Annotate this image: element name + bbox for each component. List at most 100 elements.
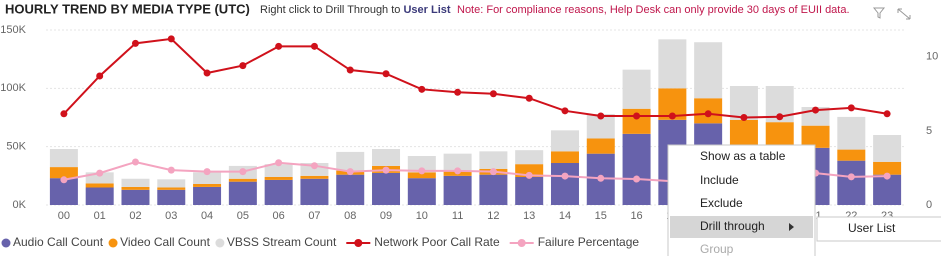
y2-tick-label: 10 (926, 51, 938, 63)
menu-item-disabled: Group (700, 242, 734, 256)
bar-segment (801, 125, 830, 148)
line-point (883, 172, 891, 180)
legend-marker (354, 239, 363, 247)
line-point (597, 174, 605, 182)
legend: Audio Call Count Video Call Count VBSS Str… (1, 235, 639, 249)
line-point (489, 168, 497, 176)
legend-marker (517, 239, 526, 247)
line-point (131, 158, 139, 166)
bar-segment (157, 189, 186, 205)
bar-segment (336, 151, 365, 171)
menu-item[interactable]: Drill through (700, 219, 765, 233)
x-tick-label: 15 (595, 210, 607, 222)
x-tick-label: 07 (308, 210, 320, 222)
y-tick-label: 50K (6, 141, 26, 153)
bar-segment (622, 108, 651, 134)
line-point (131, 39, 139, 47)
line-point (454, 88, 462, 96)
line-point (382, 70, 390, 78)
line-point (275, 159, 283, 167)
filter-icon[interactable] (872, 7, 886, 19)
bar-segment (85, 187, 114, 205)
bar-segment (443, 175, 472, 205)
y-tick-label: 100K (0, 82, 26, 94)
bar-segment (49, 167, 78, 179)
line-point (525, 94, 533, 102)
chart-title: HOURLY TREND BY MEDIA TYPE (UTC) (5, 1, 250, 16)
legend-marker (215, 238, 225, 248)
line-point (310, 162, 318, 170)
line-point (883, 110, 891, 118)
bar-segment (622, 133, 651, 205)
bar-segment (550, 163, 579, 205)
bar-segment (300, 178, 329, 205)
compliance-note: Note: For compliance reasons, Help Desk … (457, 4, 850, 16)
x-tick-label: 04 (201, 210, 213, 222)
line-point (310, 42, 318, 50)
focus-icon[interactable] (897, 8, 911, 20)
x-tick-label: 12 (487, 210, 499, 222)
x-tick-label: 05 (237, 210, 249, 222)
legend-label: VBSS Stream Count (227, 235, 337, 249)
menu-item[interactable]: Include (700, 173, 739, 187)
line-point (382, 166, 390, 174)
bar-segment (372, 172, 401, 205)
line-point (597, 112, 605, 120)
bar-segment (157, 187, 186, 190)
x-tick-label: 03 (165, 210, 177, 222)
bar-segment (336, 174, 365, 205)
hint: Right click to Drill Through to User Lis… (260, 4, 451, 16)
line-point (418, 85, 426, 93)
line-point (561, 107, 569, 115)
bar-segment (873, 174, 902, 205)
menu-item[interactable]: Show as a table (700, 149, 786, 163)
bar-segment (121, 189, 150, 205)
bar-segment (550, 130, 579, 152)
bar-segment (121, 178, 150, 187)
line (63, 37, 888, 119)
line-point (847, 104, 855, 112)
context-menu: Show as a table Include Exclude Drill th… (667, 144, 941, 256)
x-tick-label: 06 (273, 210, 285, 222)
y-tick-label: 150K (0, 24, 26, 36)
toolbar (872, 7, 911, 20)
x-tick-label: 16 (630, 210, 642, 222)
bar-segment (121, 186, 150, 190)
bar-segment (264, 179, 293, 205)
submenu-item[interactable]: User List (848, 221, 896, 235)
line-point (561, 172, 569, 180)
line-point (633, 175, 641, 183)
line-point (203, 69, 211, 77)
x-tick-label: 08 (344, 210, 356, 222)
line-point (167, 166, 175, 174)
line-point (847, 173, 855, 181)
bar-segment (479, 151, 508, 169)
legend-label: Network Poor Call Rate (374, 235, 500, 249)
line-point (776, 113, 784, 121)
line-point (740, 114, 748, 121)
x-tick-label: 14 (559, 210, 571, 222)
x-tick-label: 11 (452, 210, 463, 222)
line-point (346, 66, 354, 74)
bar-segment (85, 172, 114, 184)
menu-item[interactable]: Exclude (700, 196, 743, 210)
bar-segment (300, 175, 329, 179)
menu-highlight (670, 216, 813, 238)
line-point (60, 110, 68, 118)
bar-segment (228, 178, 257, 182)
submenu-box (816, 216, 941, 242)
line-point (704, 110, 712, 118)
bar-segment (407, 172, 436, 179)
bar-segment (658, 39, 687, 89)
line-point (96, 169, 104, 177)
submenu-arrow (789, 223, 794, 231)
y2-tick-label: 5 (926, 125, 932, 137)
bar-segment (515, 177, 544, 205)
bar-segment (479, 174, 508, 205)
line-point (167, 35, 175, 43)
line-point (203, 168, 211, 176)
bar-segment (372, 149, 401, 166)
hint-text: Right click to Drill Through to (260, 4, 400, 16)
line-point (239, 62, 247, 70)
